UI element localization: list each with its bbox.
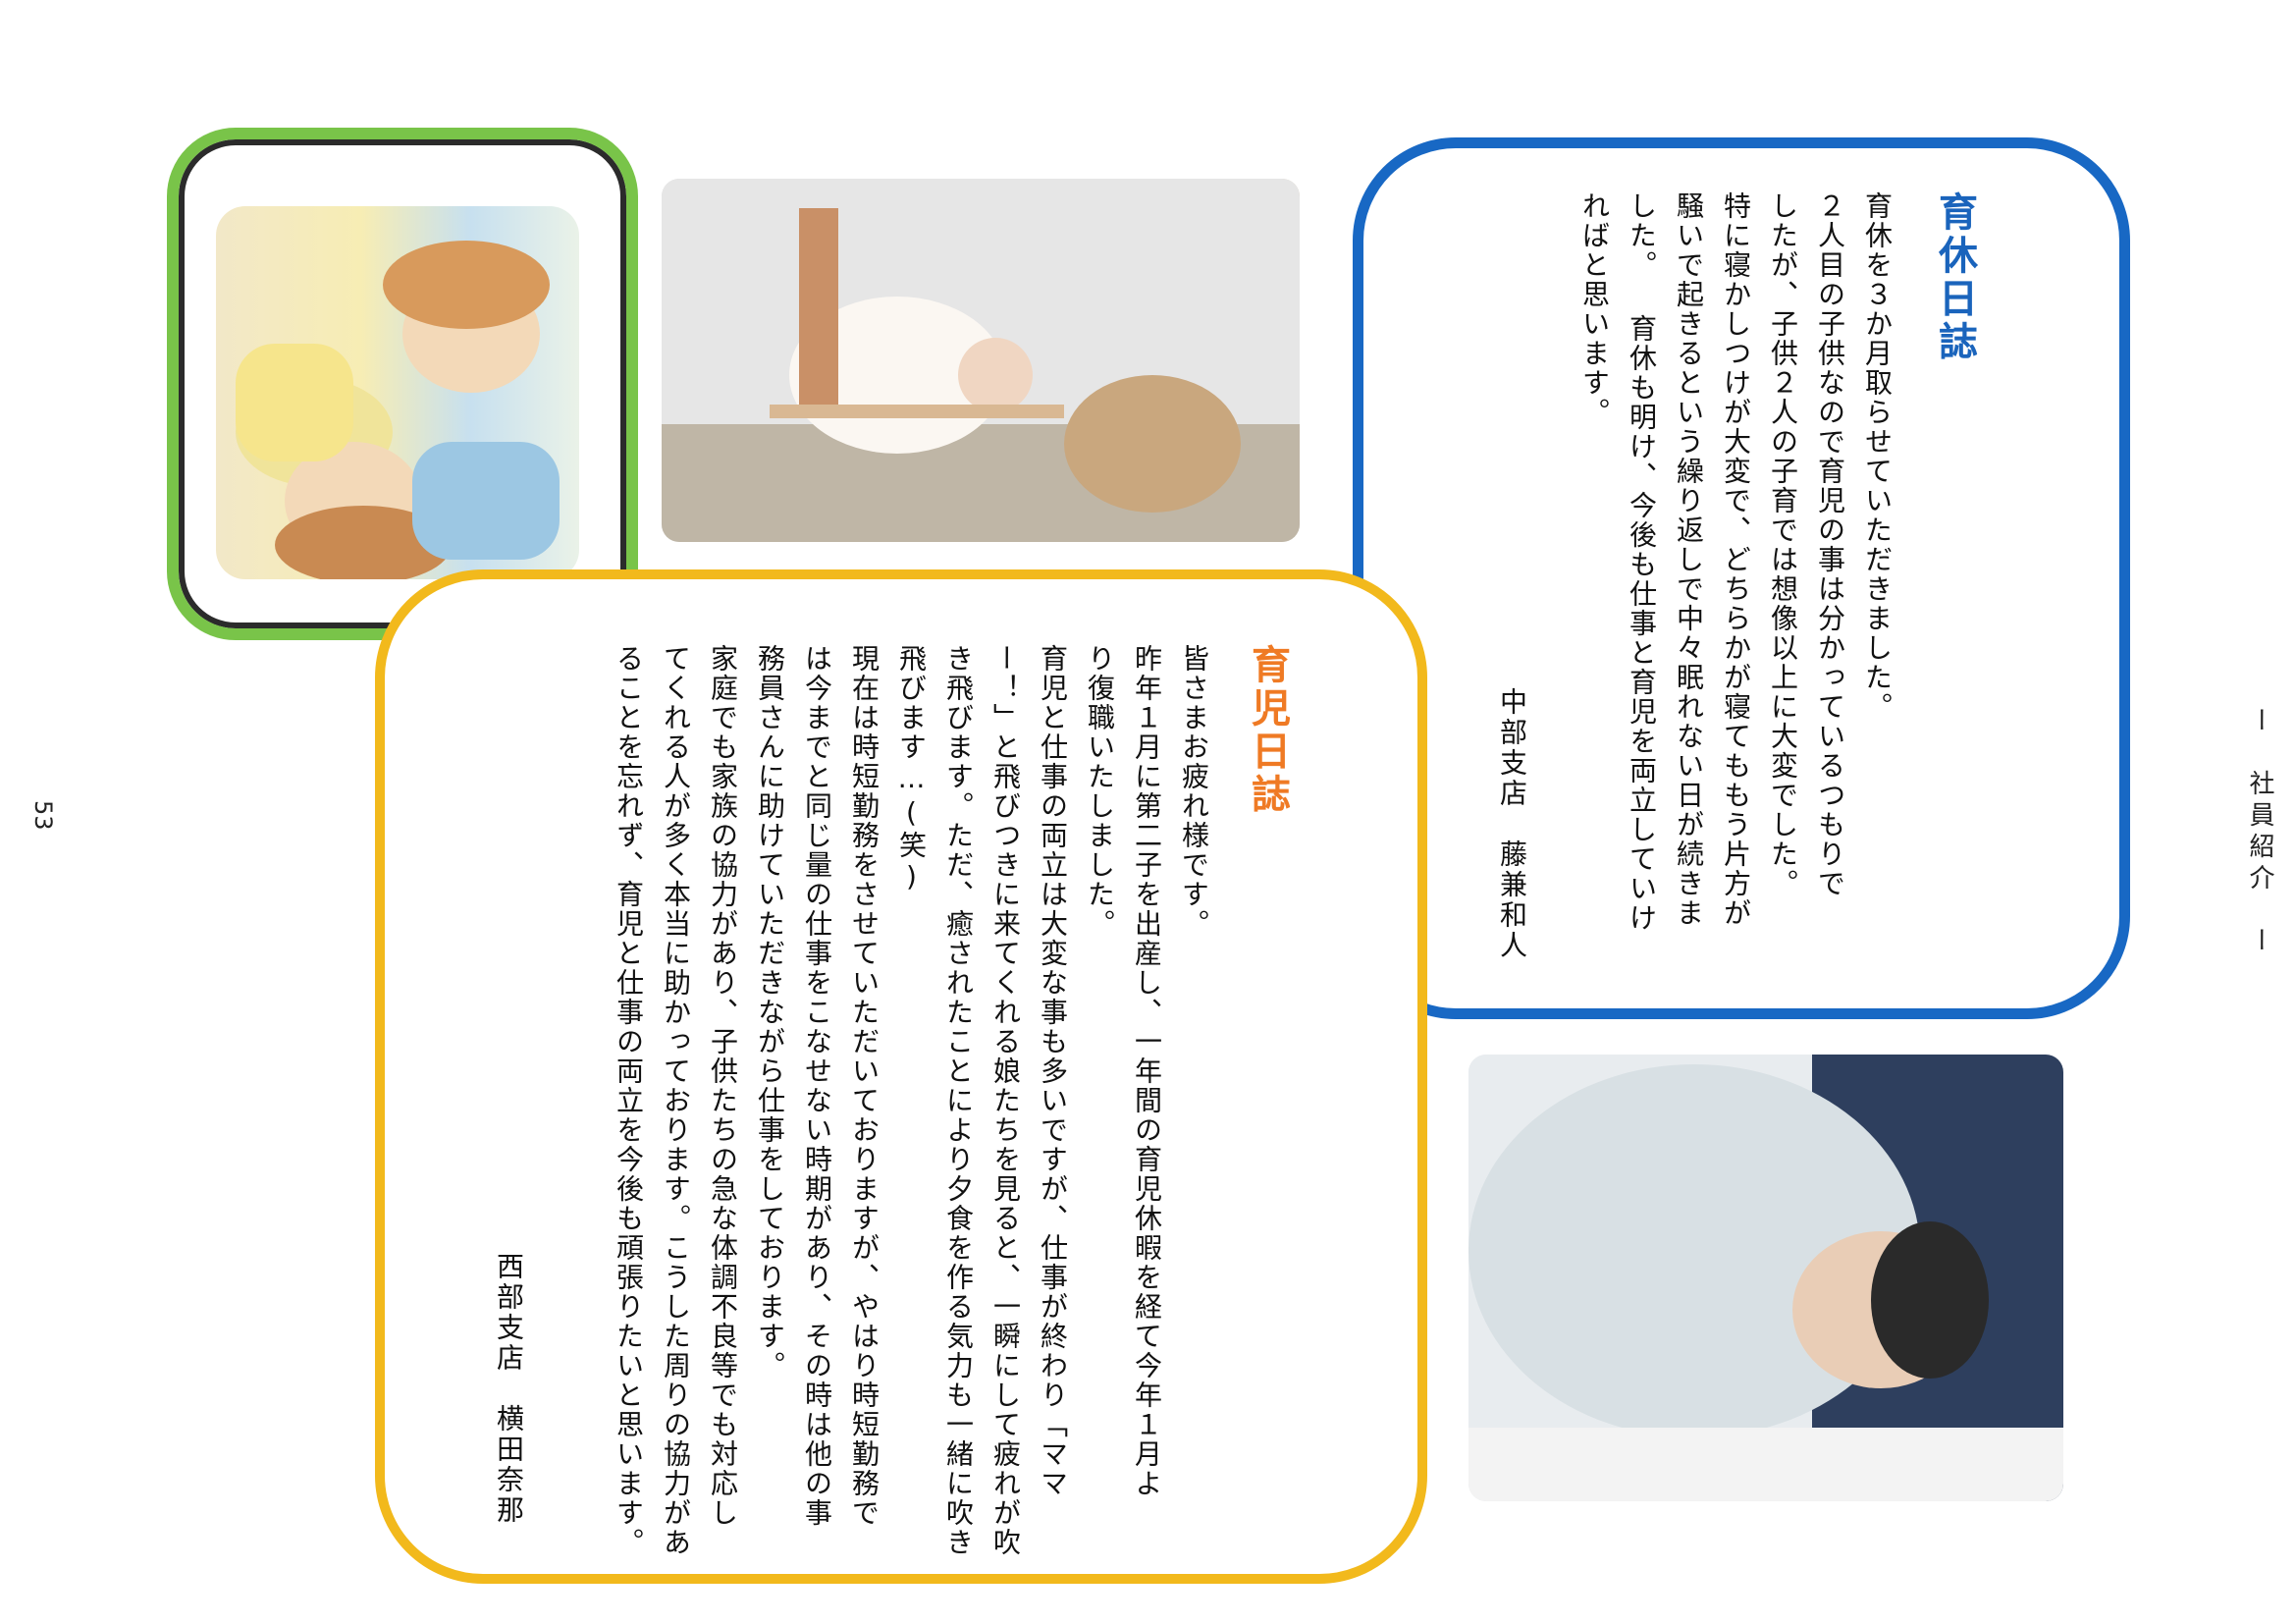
article-line: 育休を３か月取らせていただきました。 <box>1861 191 1894 722</box>
article-line: 育児と仕事の両立は大変な事も多いですが、仕事が終わり「ママ <box>1037 644 1069 1498</box>
article-line: は今までと同じ量の仕事をこなせない時期があり、その時は他の事 <box>801 644 833 1528</box>
article-line: 家庭でも家族の協力があり、子供たちの急な体調不良等でも対応し <box>707 644 739 1528</box>
article-line: 飛びます…(笑) <box>895 644 928 894</box>
article-line: 務員さんに助けていただきながら仕事をしております。 <box>754 644 786 1380</box>
article-line: した。 育休も明け、今後も仕事と育児を両立していけ <box>1626 191 1658 933</box>
article-line: したが、子供２人の子育では想像以上に大変でした。 <box>1767 191 1799 898</box>
article-title: 育休日誌 <box>1932 191 1977 364</box>
childcare-diary-article-box <box>375 569 1427 1584</box>
article-line: 現在は時短勤務をさせていただいておりますが、やはり時短勤務で <box>848 644 881 1528</box>
article-line: ればと思います。 <box>1578 191 1611 427</box>
childcare-diary-article: 育児日誌 皆さまお疲れ様です。 昨年１月に第二子を出産し、一年間の育児休暇を経て… <box>569 644 1296 1557</box>
childcare-leave-article: 育休日誌 育休を３か月取らせていただきました。 ２人目の子供なので育児の事は分か… <box>1541 191 1983 967</box>
article-line: 昨年１月に第二子を出産し、一年間の育児休暇を経て今年１月よ <box>1131 644 1163 1498</box>
article-line: ２人目の子供なので育児の事は分かっているつもりで <box>1814 191 1846 898</box>
article-body: 育休を３か月取らせていただきました。 ２人目の子供なので育児の事は分かっているつ… <box>1571 191 1900 933</box>
photo-baby-on-chair <box>662 179 1300 542</box>
article-body: 皆さまお疲れ様です。 昨年１月に第二子を出産し、一年間の育児休暇を経て今年１月よ… <box>605 644 1217 1557</box>
article-line: 騒いで起きるという繰り返しで中々眠れない日が続きま <box>1673 191 1705 928</box>
article-line: てくれる人が多く本当に助かっております。こうした周りの協力があ <box>660 644 692 1557</box>
article-line: ー！」と飛びつきに来てくれる娘たちを見ると、一瞬にして疲れが吹 <box>989 644 1022 1557</box>
photo-sleeping-newborn <box>1468 1055 2063 1501</box>
article-line: き飛びます。ただ、癒されたことにより夕食を作る気力も一緒に吹き <box>942 644 975 1557</box>
article-line: ることを忘れず、育児と仕事の両立を今後も頑張りたいと思います。 <box>613 644 645 1557</box>
article-line: 皆さまお疲れ様です。 <box>1178 644 1210 939</box>
article-title: 育児日誌 <box>1245 644 1290 817</box>
page-number: 53 <box>29 800 57 831</box>
childcare-leave-article-box <box>1353 137 2130 1019</box>
section-header-label: ー 社員紹介 ー <box>2245 707 2274 958</box>
article-signature: 中部支店 藤兼和人 <box>1496 687 1528 961</box>
illustration-two-girls <box>216 206 579 579</box>
article-line: り復職いたしました。 <box>1084 644 1116 939</box>
article-line: 特に寝かしつけが大変で、どちらかが寝てももう片方が <box>1720 191 1752 928</box>
article-signature: 西部支店 横田奈那 <box>493 1252 525 1526</box>
